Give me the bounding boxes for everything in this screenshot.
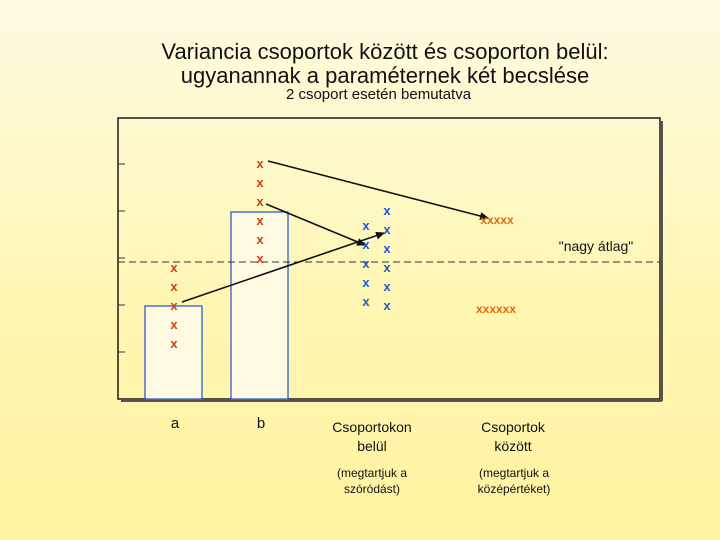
within-a-mark: x — [362, 294, 370, 309]
within-a-mark: x — [362, 237, 370, 252]
within-b-mark: x — [383, 241, 391, 256]
group-a-mark: x — [170, 260, 178, 275]
y-ticks — [118, 163, 125, 353]
between-low-marks: xxxxxx — [476, 302, 516, 316]
group-b-mark: x — [256, 251, 264, 266]
group-a-label: a — [170, 415, 180, 432]
group-a-mark: x — [170, 279, 178, 294]
within-b-mark: x — [383, 203, 391, 218]
within-a-mark: x — [362, 256, 370, 271]
between-label-line-1: Csoportok — [481, 419, 545, 435]
within-note: (megtartjuk a szóródást) — [312, 465, 432, 497]
within-a-mark: x — [362, 275, 370, 290]
within-note-line-1: (megtartjuk a — [336, 466, 408, 480]
within-note-line-2: szóródást) — [343, 482, 401, 496]
group-b-mark: x — [256, 156, 264, 171]
within-b-mark: x — [383, 298, 391, 313]
group-a-mark: x — [170, 336, 178, 351]
group-b-mark: x — [256, 232, 264, 247]
bar-group-a — [144, 305, 203, 400]
within-a-mark: x — [362, 218, 370, 233]
arrow-b-to-within — [265, 203, 366, 246]
between-note: (megtartjuk a középértéket) — [449, 465, 579, 497]
within-b-mark: x — [383, 279, 391, 294]
title-line-2: ugyanannak a paraméternek két becslése — [180, 63, 590, 88]
group-b-mark: x — [256, 213, 264, 228]
between-high-marks: xxxxx — [480, 213, 514, 227]
between-note-line-2: középértéket) — [477, 482, 551, 496]
grand-mean-label: "nagy átlag" — [559, 238, 634, 254]
arrow-a-to-within — [181, 231, 385, 303]
bar-group-b — [230, 211, 289, 400]
between-label-line-2: között — [494, 438, 532, 454]
title-line-1: Variancia csoportok között és csoporton … — [161, 39, 609, 64]
within-label: Csoportokon belül — [312, 418, 432, 456]
within-label-line-1: Csoportokon — [332, 419, 412, 435]
within-b-mark: x — [383, 222, 391, 237]
within-b-mark: x — [383, 260, 391, 275]
between-label: Csoportok között — [453, 418, 573, 456]
group-b-label: b — [256, 415, 266, 432]
group-b-mark: x — [256, 194, 264, 209]
group-a-mark: x — [170, 317, 178, 332]
between-note-line-1: (megtartjuk a — [478, 466, 550, 480]
subtitle: 2 csoport esetén bemutatva — [285, 86, 472, 103]
group-b-mark: x — [256, 175, 264, 190]
arrow-b-to-between-high — [267, 160, 489, 220]
within-label-line-2: belül — [357, 438, 387, 454]
group-a-mark: x — [170, 298, 178, 313]
